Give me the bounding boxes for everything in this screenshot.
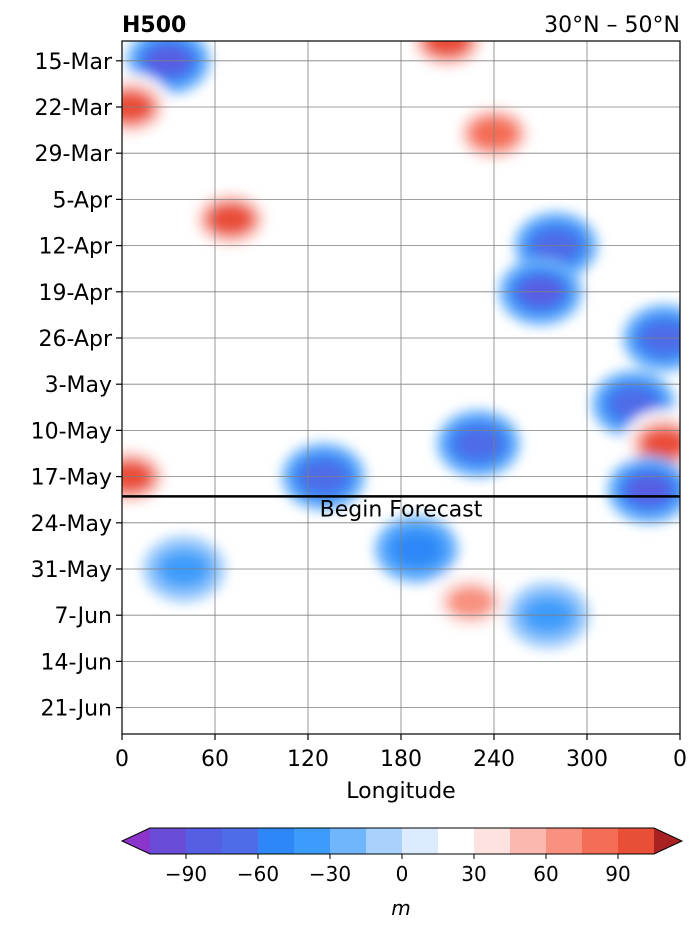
y-tick-label: 15-Mar <box>35 50 113 75</box>
anomaly-blob <box>454 427 503 460</box>
colorbar-tick-label: −30 <box>309 862 351 886</box>
x-tick-label: 240 <box>473 747 515 772</box>
colorbar-tick-label: 90 <box>605 862 630 886</box>
colorbar-segment <box>258 828 295 854</box>
y-tick-label: 17-May <box>31 466 112 491</box>
colorbar-segment <box>294 828 331 854</box>
colorbar-segment <box>186 828 223 854</box>
y-tick-label: 3-May <box>45 373 112 398</box>
anomaly-blob <box>640 427 680 460</box>
y-tick-label: 29-Mar <box>35 142 113 167</box>
colorbar-segment <box>150 828 187 854</box>
y-tick-label: 21-Jun <box>40 697 112 722</box>
x-tick-label: 300 <box>566 747 608 772</box>
x-tick-label: 60 <box>201 747 229 772</box>
colorbar-tick-label: 30 <box>461 862 486 886</box>
grid-lines <box>122 41 680 734</box>
colorbar-segment <box>618 828 655 854</box>
colorbar-segment <box>402 828 439 854</box>
begin-forecast-label: Begin Forecast <box>320 497 483 522</box>
colorbar-tick-label: −90 <box>165 862 207 886</box>
y-tick-label: 5-Apr <box>52 188 112 213</box>
colorbar-tick-label: 60 <box>533 862 558 886</box>
anomaly-blob <box>609 388 658 420</box>
colorbar-segment <box>510 828 547 854</box>
y-tick-label: 24-May <box>31 512 112 537</box>
x-tick-label: 120 <box>287 747 329 772</box>
colorbar-segment <box>330 828 367 854</box>
colorbar-segment <box>546 828 583 854</box>
colorbar-tick-label: 0 <box>396 862 409 886</box>
anomaly-blob <box>206 203 255 236</box>
chart-title-right: 30°N – 50°N <box>544 13 680 38</box>
y-tick-label: 26-Apr <box>38 327 112 352</box>
anomaly-blob <box>446 586 495 618</box>
y-tick-label: 31-May <box>31 558 112 583</box>
colorbar: −90 −60 −30 0 30 60 90 <box>120 827 684 886</box>
anomaly-blob <box>423 41 472 57</box>
y-tick-label: 14-Jun <box>40 650 112 675</box>
y-tick-label: 22-Mar <box>35 96 113 121</box>
y-tick-label: 12-Apr <box>38 235 112 260</box>
colorbar-extend-low <box>122 828 150 854</box>
chart-title-left: H500 <box>122 13 186 38</box>
x-tick-label: 0 <box>115 747 129 772</box>
colorbar-extend-high <box>654 828 682 854</box>
x-tick-label: 0 <box>673 747 687 772</box>
colorbar-unit-label: m <box>391 896 410 920</box>
colorbar-segment <box>438 828 475 854</box>
contour-field <box>122 41 680 734</box>
colorbar-segment <box>582 828 619 854</box>
y-tick-label: 7-Jun <box>54 604 112 629</box>
colorbar-segment <box>474 828 511 854</box>
anomaly-blob <box>625 473 673 506</box>
y-tick-label: 10-May <box>31 419 112 444</box>
anomaly-blob <box>392 533 441 566</box>
anomaly-blobs <box>122 41 680 650</box>
colorbar-segment <box>222 828 259 854</box>
y-axis: 15-Mar 22-Mar 29-Mar 5-Apr 12-Apr 19-Apr 26-Ap… <box>31 50 122 722</box>
colorbar-tick-label: −60 <box>237 862 279 886</box>
x-axis: 0 60 120 180 240 300 0 <box>115 734 687 772</box>
x-tick-label: 180 <box>380 747 422 772</box>
colorbar-segment <box>366 828 403 854</box>
x-axis-label: Longitude <box>346 779 455 804</box>
y-tick-label: 19-Apr <box>38 281 112 306</box>
colorbar-outline <box>120 827 684 855</box>
